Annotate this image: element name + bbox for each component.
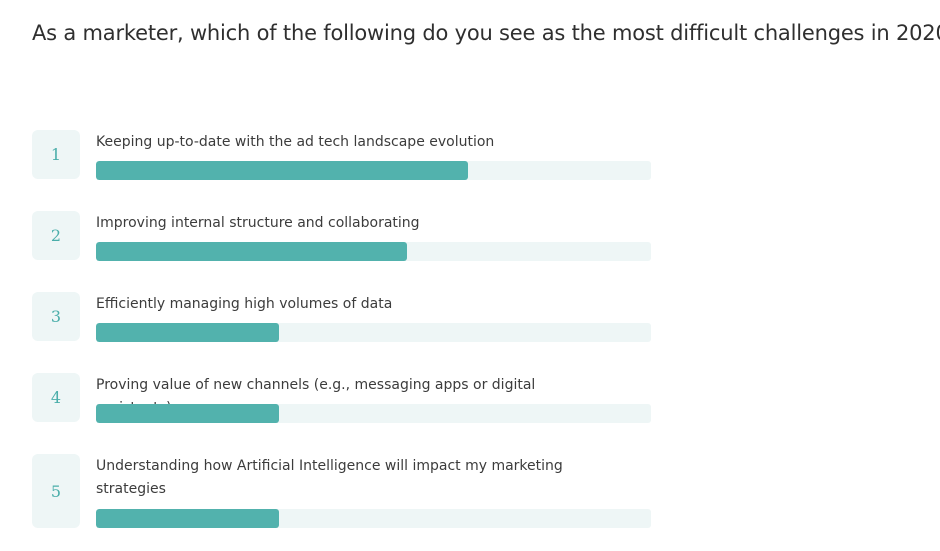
ranking-label-2: Improving internal structure and collabo… [96, 215, 420, 231]
rank-number-5: 5 [32, 454, 80, 528]
bar-track-3 [96, 323, 651, 342]
bar-fill-4 [96, 404, 280, 423]
ranking-label-3: Efficiently managing high volumes of dat… [96, 296, 393, 312]
bar-track-1 [96, 161, 651, 180]
bar-fill-2 [96, 242, 407, 261]
rank-number-1: 1 [32, 130, 80, 179]
bar-track-5 [96, 509, 651, 528]
ranking-label-5: Understanding how Artificial Intelligenc… [96, 458, 563, 497]
bar-fill-5 [96, 509, 280, 528]
rank-number-2: 2 [32, 211, 80, 260]
bar-track-2 [96, 242, 651, 261]
bar-fill-3 [96, 323, 280, 342]
rank-number-4: 4 [32, 373, 80, 422]
rank-number-3: 3 [32, 292, 80, 341]
bar-track-4 [96, 404, 651, 423]
bar-fill-1 [96, 161, 468, 180]
ranking-label-1: Keeping up-to-date with the ad tech land… [96, 134, 495, 150]
page-title: As a marketer, which of the following do… [32, 21, 940, 45]
